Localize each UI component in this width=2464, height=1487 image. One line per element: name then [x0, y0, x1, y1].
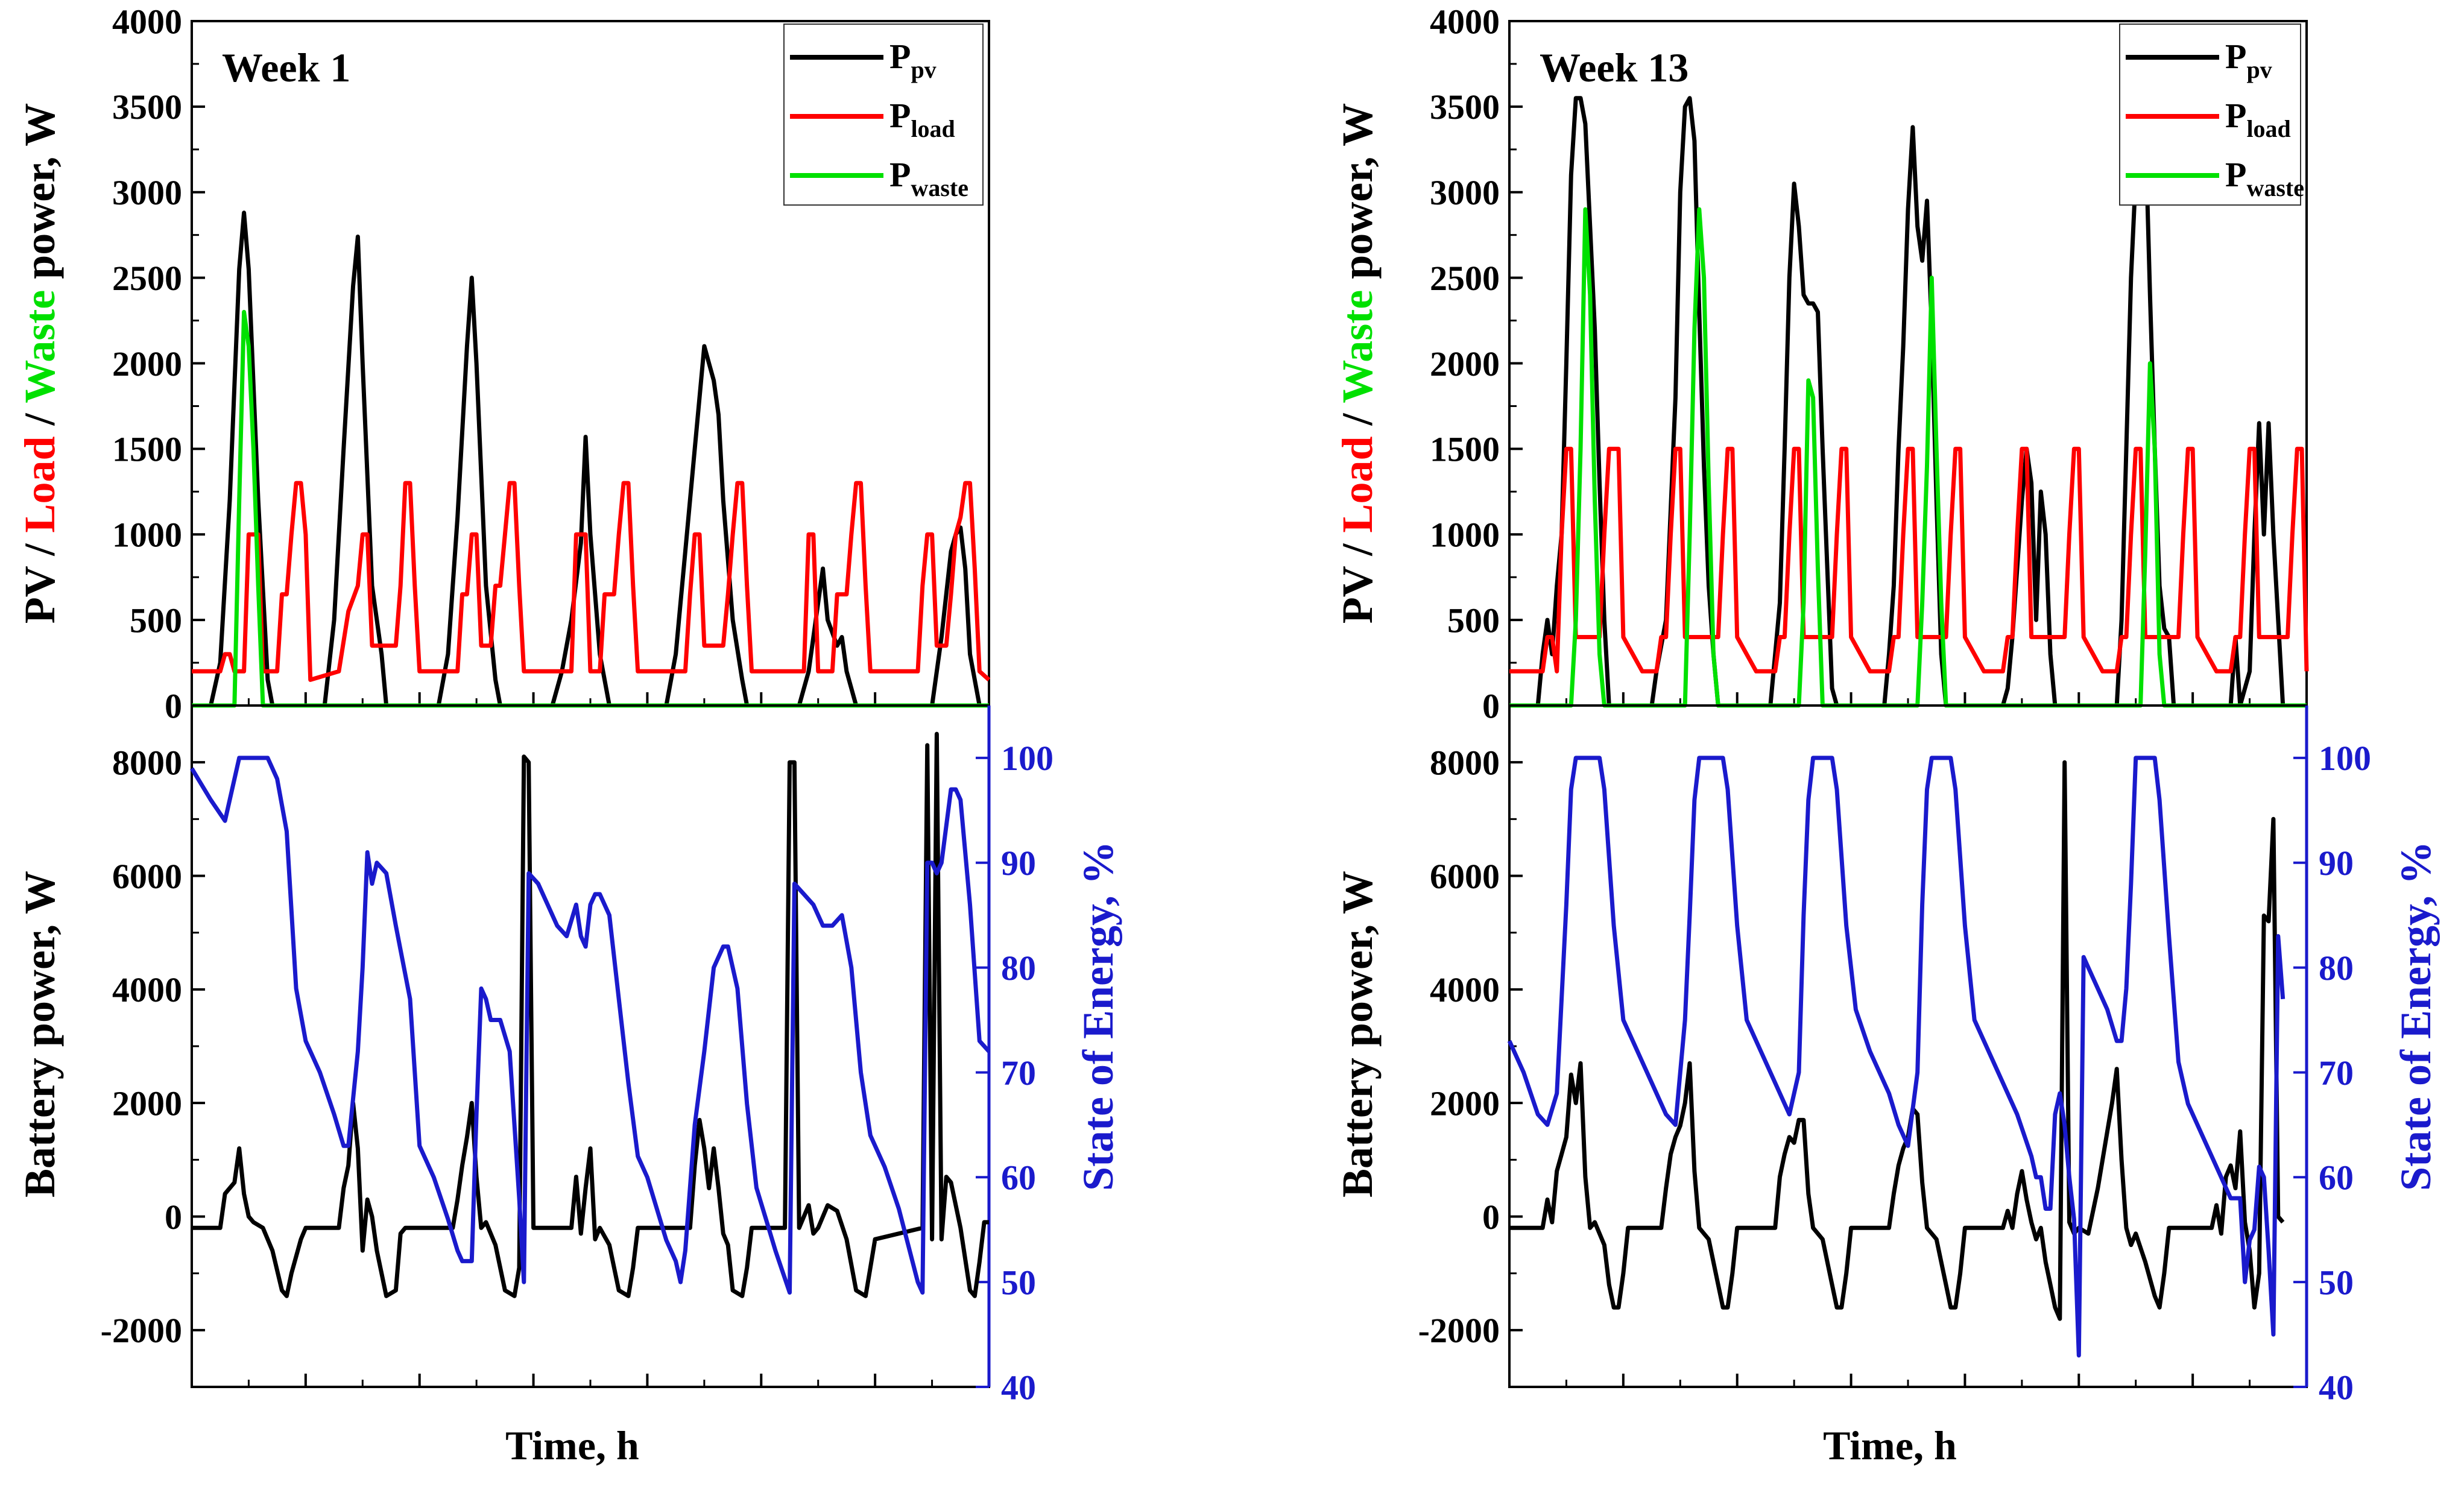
- y2-tick-label: 100: [2319, 739, 2371, 778]
- y-tick-label: 0: [1482, 1198, 1500, 1237]
- y-tick-label: 0: [165, 1198, 182, 1237]
- y2-tick-label: 90: [2319, 844, 2354, 883]
- y-tick-label: 3000: [112, 173, 182, 212]
- y-axis-label-battery: Battery power, W: [1333, 871, 1382, 1198]
- legend-label: Pload: [889, 96, 955, 142]
- y-tick-label: 1500: [112, 430, 182, 469]
- y-tick-label: 3500: [1430, 87, 1500, 127]
- axis-labels-1: Time, h PV / Load / Waste power, W Battery…: [1333, 103, 2440, 1468]
- series-line-p-load: [192, 481, 991, 682]
- y2-tick-label: 40: [1001, 1368, 1036, 1407]
- panel-2: 0 500 1000 1500 2000 2500 3000 3500 4000 Week 13: [1430, 2, 2309, 725]
- y-tick-label: 2500: [1430, 259, 1500, 298]
- y-tick-label: -2000: [1418, 1311, 1500, 1350]
- x-axis-label: Time, h: [505, 1422, 639, 1468]
- y-tick-label: 6000: [1430, 857, 1500, 896]
- x-axis-label: Time, h: [1823, 1422, 1957, 1468]
- y2-tick-label: 70: [1001, 1053, 1036, 1093]
- legend-label: Ppv: [889, 37, 937, 83]
- legend-label: Pwaste: [2225, 155, 2304, 201]
- y-tick-label: 4000: [112, 2, 182, 41]
- panel-0: 0 500 1000 1500 2000 2500 3000 3500 4000 Week 1: [112, 2, 991, 725]
- y-axis-label-power: PV / Load / Waste power, W: [1333, 103, 1382, 624]
- y-tick-label: 1000: [112, 516, 182, 555]
- series-line-battery-power: [1509, 760, 2285, 1321]
- legend-label: Pwaste: [889, 155, 968, 201]
- y2-tick-label: 70: [2319, 1053, 2354, 1093]
- y2-tick-label: 60: [1001, 1158, 1036, 1198]
- y-tick-label: 3500: [112, 87, 182, 127]
- y-tick-label: 2000: [112, 1084, 182, 1123]
- panel-1: -2000 0 2000 4000 6000 8000 40 50 60 70 80 90 100: [101, 704, 1054, 1407]
- y-tick-label: 2000: [112, 344, 182, 384]
- y-tick-label: -2000: [101, 1311, 182, 1350]
- series-line-state-of-energy: [190, 756, 991, 1295]
- y-tick-label: 1500: [1430, 430, 1500, 469]
- y-tick-label: 6000: [112, 857, 182, 896]
- series-line-p-pv: [192, 210, 989, 708]
- y-tick-label: 8000: [1430, 743, 1500, 782]
- panel-title: Week 13: [1540, 45, 1688, 90]
- y2-tick-label: 60: [2319, 1158, 2354, 1198]
- y2-tick-label: 90: [1001, 844, 1036, 883]
- y-tick-label: 3000: [1430, 173, 1500, 212]
- y2-tick-label: 80: [1001, 949, 1036, 988]
- y-tick-label: 0: [165, 686, 182, 725]
- y-tick-label: 4000: [112, 970, 182, 1009]
- y-axis-label-power: PV / Load / Waste power, W: [16, 103, 64, 624]
- series-line-p-load: [1509, 446, 2309, 674]
- y-tick-label: 1000: [1430, 516, 1500, 555]
- y2-tick-label: 50: [1001, 1263, 1036, 1302]
- series-line-p-waste: [192, 309, 989, 708]
- y2-axis-label-soe: State of Energy, %: [2392, 841, 2440, 1191]
- legend-label: Ppv: [2225, 37, 2272, 83]
- y-tick-label: 500: [130, 601, 182, 640]
- y-tick-label: 4000: [1430, 970, 1500, 1009]
- y2-tick-label: 40: [2319, 1368, 2354, 1407]
- legend: Ppv Pload Pwaste: [783, 24, 984, 206]
- series-line-state-of-energy: [1507, 756, 2286, 1358]
- panel-title: Week 1: [222, 45, 350, 90]
- y-axis-label-battery: Battery power, W: [16, 871, 64, 1198]
- plot-frame: [1508, 704, 2308, 1388]
- y2-tick-label: 50: [2319, 1263, 2354, 1302]
- y-tick-label: 8000: [112, 743, 182, 782]
- series-line-battery-power: [192, 731, 989, 1298]
- y2-tick-label: 100: [1001, 739, 1054, 778]
- axis-labels-0: Time, h PV / Load / Waste power, W Battery…: [16, 103, 1122, 1468]
- y2-axis-label-soe: State of Energy, %: [1074, 841, 1122, 1191]
- y2-tick-label: 80: [2319, 949, 2354, 988]
- panel-3: -2000 0 2000 4000 6000 8000 40 50 60 70 80 90 100: [1418, 704, 2371, 1407]
- legend: Ppv Pload Pwaste: [2119, 24, 2304, 206]
- y-tick-label: 4000: [1430, 2, 1500, 41]
- legend-label: Pload: [2225, 96, 2291, 142]
- y-tick-label: 2000: [1430, 1084, 1500, 1123]
- y-tick-label: 0: [1482, 686, 1500, 725]
- y-tick-label: 2500: [112, 259, 182, 298]
- y-tick-label: 2000: [1430, 344, 1500, 384]
- y-tick-label: 500: [1447, 601, 1500, 640]
